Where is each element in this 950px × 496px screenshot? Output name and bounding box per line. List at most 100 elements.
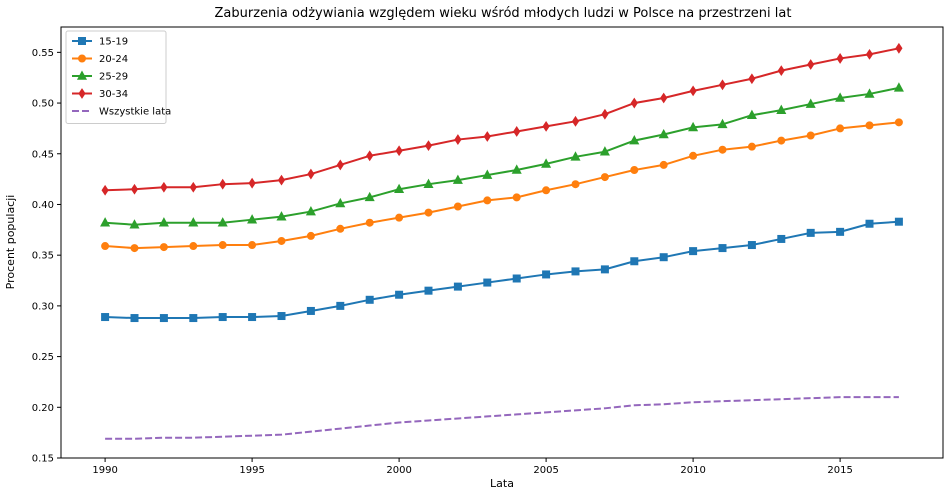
legend-item: 30-34 [72,88,128,100]
series-wszystkie-lata [105,396,899,440]
data-point [836,124,845,133]
data-point [571,180,580,189]
legend-marker [78,54,86,63]
legend-marker [78,37,86,45]
legend-marker [76,70,88,80]
x-tick-label: 2000 [386,465,411,476]
data-point [247,214,258,224]
data-point [630,165,639,174]
data-point [453,202,462,211]
data-point [718,79,727,91]
data-point [777,234,786,243]
legend-label: 30-34 [99,89,128,100]
data-point [865,121,874,130]
legend-label: 15-19 [99,37,128,48]
data-point [394,183,405,194]
data-point [807,59,815,70]
data-point [188,217,199,227]
data-point [336,224,345,233]
data-point [894,118,903,127]
data-point [805,98,816,108]
data-point [452,174,463,184]
y-tick-label: 0.15 [32,454,54,465]
legend-marker [78,88,86,99]
legend-box [65,30,167,124]
data-point [893,82,904,92]
data-point [600,173,609,182]
data-point [836,53,844,64]
data-point [864,88,875,98]
legend-label: Wszystkie lata [99,107,171,118]
data-point [659,253,668,262]
y-axis: 0.15 0.20 0.25 0.30 0.35 0.40 0.45 0.50 0.55 [32,48,61,465]
x-tick-label: 1990 [92,465,117,476]
data-point [395,290,404,299]
data-point [483,196,492,205]
series-layer [100,42,904,440]
y-tick-label: 0.55 [32,48,54,59]
data-point [600,265,609,274]
data-point [689,85,697,97]
x-axis: 1990 1995 2000 2005 2010 2015 [92,458,853,476]
data-point [423,178,434,188]
series-20-24 [101,118,903,253]
data-point [689,151,698,160]
data-point [306,306,315,315]
data-point [482,169,493,179]
data-point [365,295,374,304]
data-point [777,65,785,77]
data-point [542,270,551,279]
data-point [160,181,168,193]
legend-item: 25-29 [72,70,128,83]
y-tick-label: 0.35 [32,251,54,262]
data-point [218,313,227,322]
data-point [865,48,874,60]
data-point [248,241,257,250]
data-point [101,242,110,251]
data-point [189,242,198,251]
data-point [336,159,344,171]
data-point [159,243,168,252]
data-point [806,228,815,237]
data-point [806,131,815,140]
data-point [717,118,728,129]
plot-frame [60,26,944,459]
legend-item: 20-24 [72,54,128,65]
data-point [130,183,139,195]
data-point [158,217,169,227]
data-point [248,177,256,189]
data-point [365,218,374,227]
data-point [101,184,109,196]
legend-item: 15-19 [72,37,128,48]
data-point [277,236,286,245]
y-tick-label: 0.40 [32,200,54,211]
data-point [748,73,756,85]
data-point [688,121,699,132]
data-point [130,244,139,253]
data-point [217,217,228,227]
data-point [424,286,433,295]
data-point [629,135,640,145]
data-point [100,217,111,227]
series-15-19 [101,217,903,323]
y-tick-label: 0.50 [32,99,54,110]
data-point [511,164,522,174]
data-point [512,274,521,283]
data-point [513,126,521,137]
data-point [453,282,462,291]
x-tick-label: 2010 [680,465,705,476]
series-line [105,47,900,192]
data-point [424,140,433,152]
data-point [189,314,198,323]
series-line [105,121,900,250]
data-point [835,92,846,102]
legend: 15-19 20-24 25-29 30-34 Wszystkie lata [65,30,171,124]
y-tick-label: 0.45 [32,149,54,160]
data-point [512,193,521,202]
data-point [571,267,580,276]
series-line [105,220,899,320]
data-point [218,241,227,250]
data-point [364,191,375,202]
series-30-34 [101,42,903,196]
